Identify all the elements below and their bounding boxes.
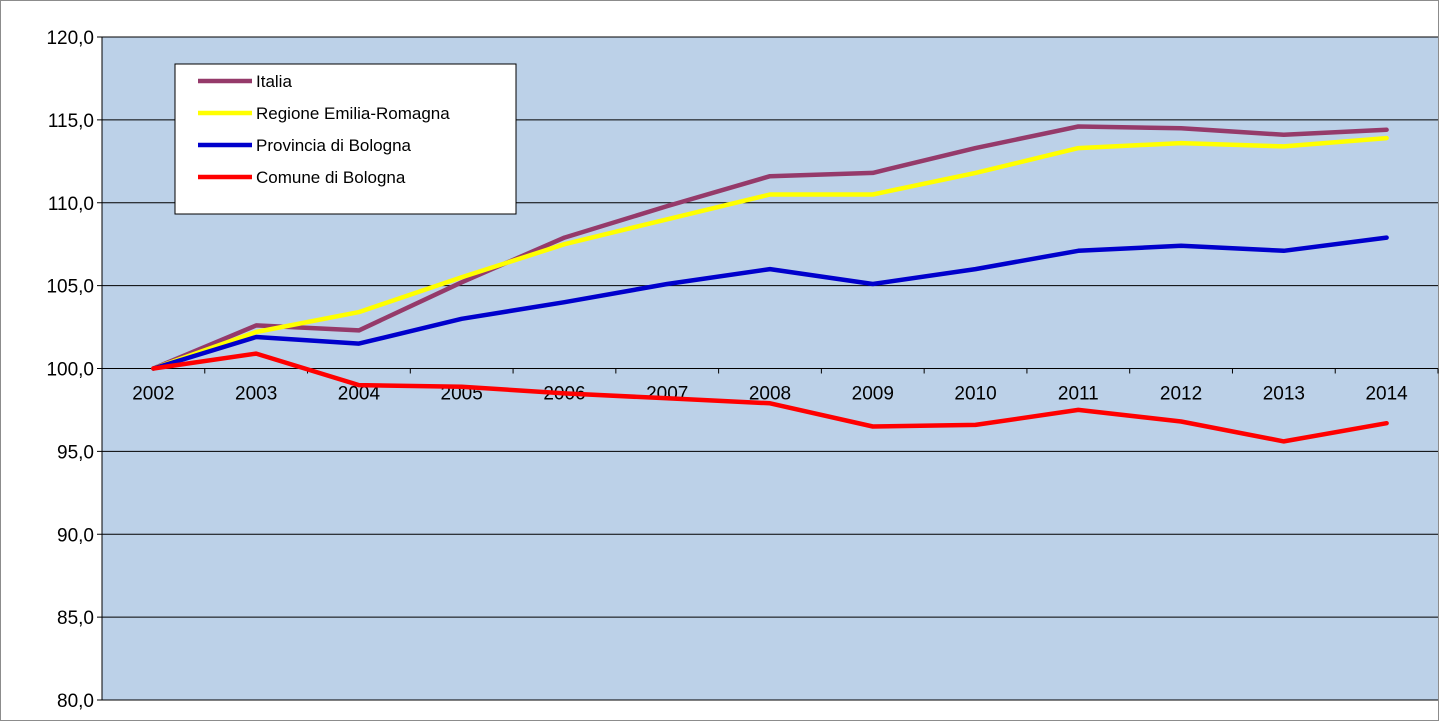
x-tick-label: 2004 [338,384,381,405]
y-tick-label: 80,0 [57,691,94,712]
x-tick-label: 2012 [1160,384,1202,405]
x-tick-label: 2010 [954,384,996,405]
series-line-provincia-di-bologna [151,235,1389,371]
x-tick-label: 2011 [1058,384,1099,405]
legend: Italia Regione Emilia-Romagna Provincia di… [174,63,517,215]
x-tick-label: 2013 [1263,384,1305,405]
x-tick-label: 2007 [646,384,688,405]
y-axis: 80,0 85,0 90,0 95,0 100,0 105,0 110,0 115,0 120,… [46,28,103,712]
series-lines [151,124,1389,444]
y-tick-label: 120,0 [46,28,94,49]
legend-label: Provincia di Bologna [256,136,412,155]
y-tick-label: 95,0 [57,442,94,463]
legend-label: Comune di Bologna [256,168,406,187]
y-tick-label: 110,0 [48,194,94,215]
x-tick-label: 2002 [132,384,174,405]
x-tick-label: 2014 [1365,384,1408,405]
legend-box [174,63,517,215]
series-line-italia [151,124,1389,371]
x-tick-label: 2009 [852,384,894,405]
y-tick-label: 100,0 [46,360,94,381]
y-tick-label: 105,0 [46,277,94,298]
x-tick-label: 2003 [235,384,277,405]
y-tick-label: 90,0 [57,525,94,546]
y-tick-label: 85,0 [57,608,94,629]
series-line-comune-di-bologna [151,351,1389,444]
legend-label: Italia [256,72,292,91]
y-tick-label: 115,0 [48,111,94,132]
legend-label: Regione Emilia-Romagna [256,104,450,123]
x-tick-label: 2008 [749,384,791,405]
series-line-regione-emilia-romagna [151,135,1389,371]
